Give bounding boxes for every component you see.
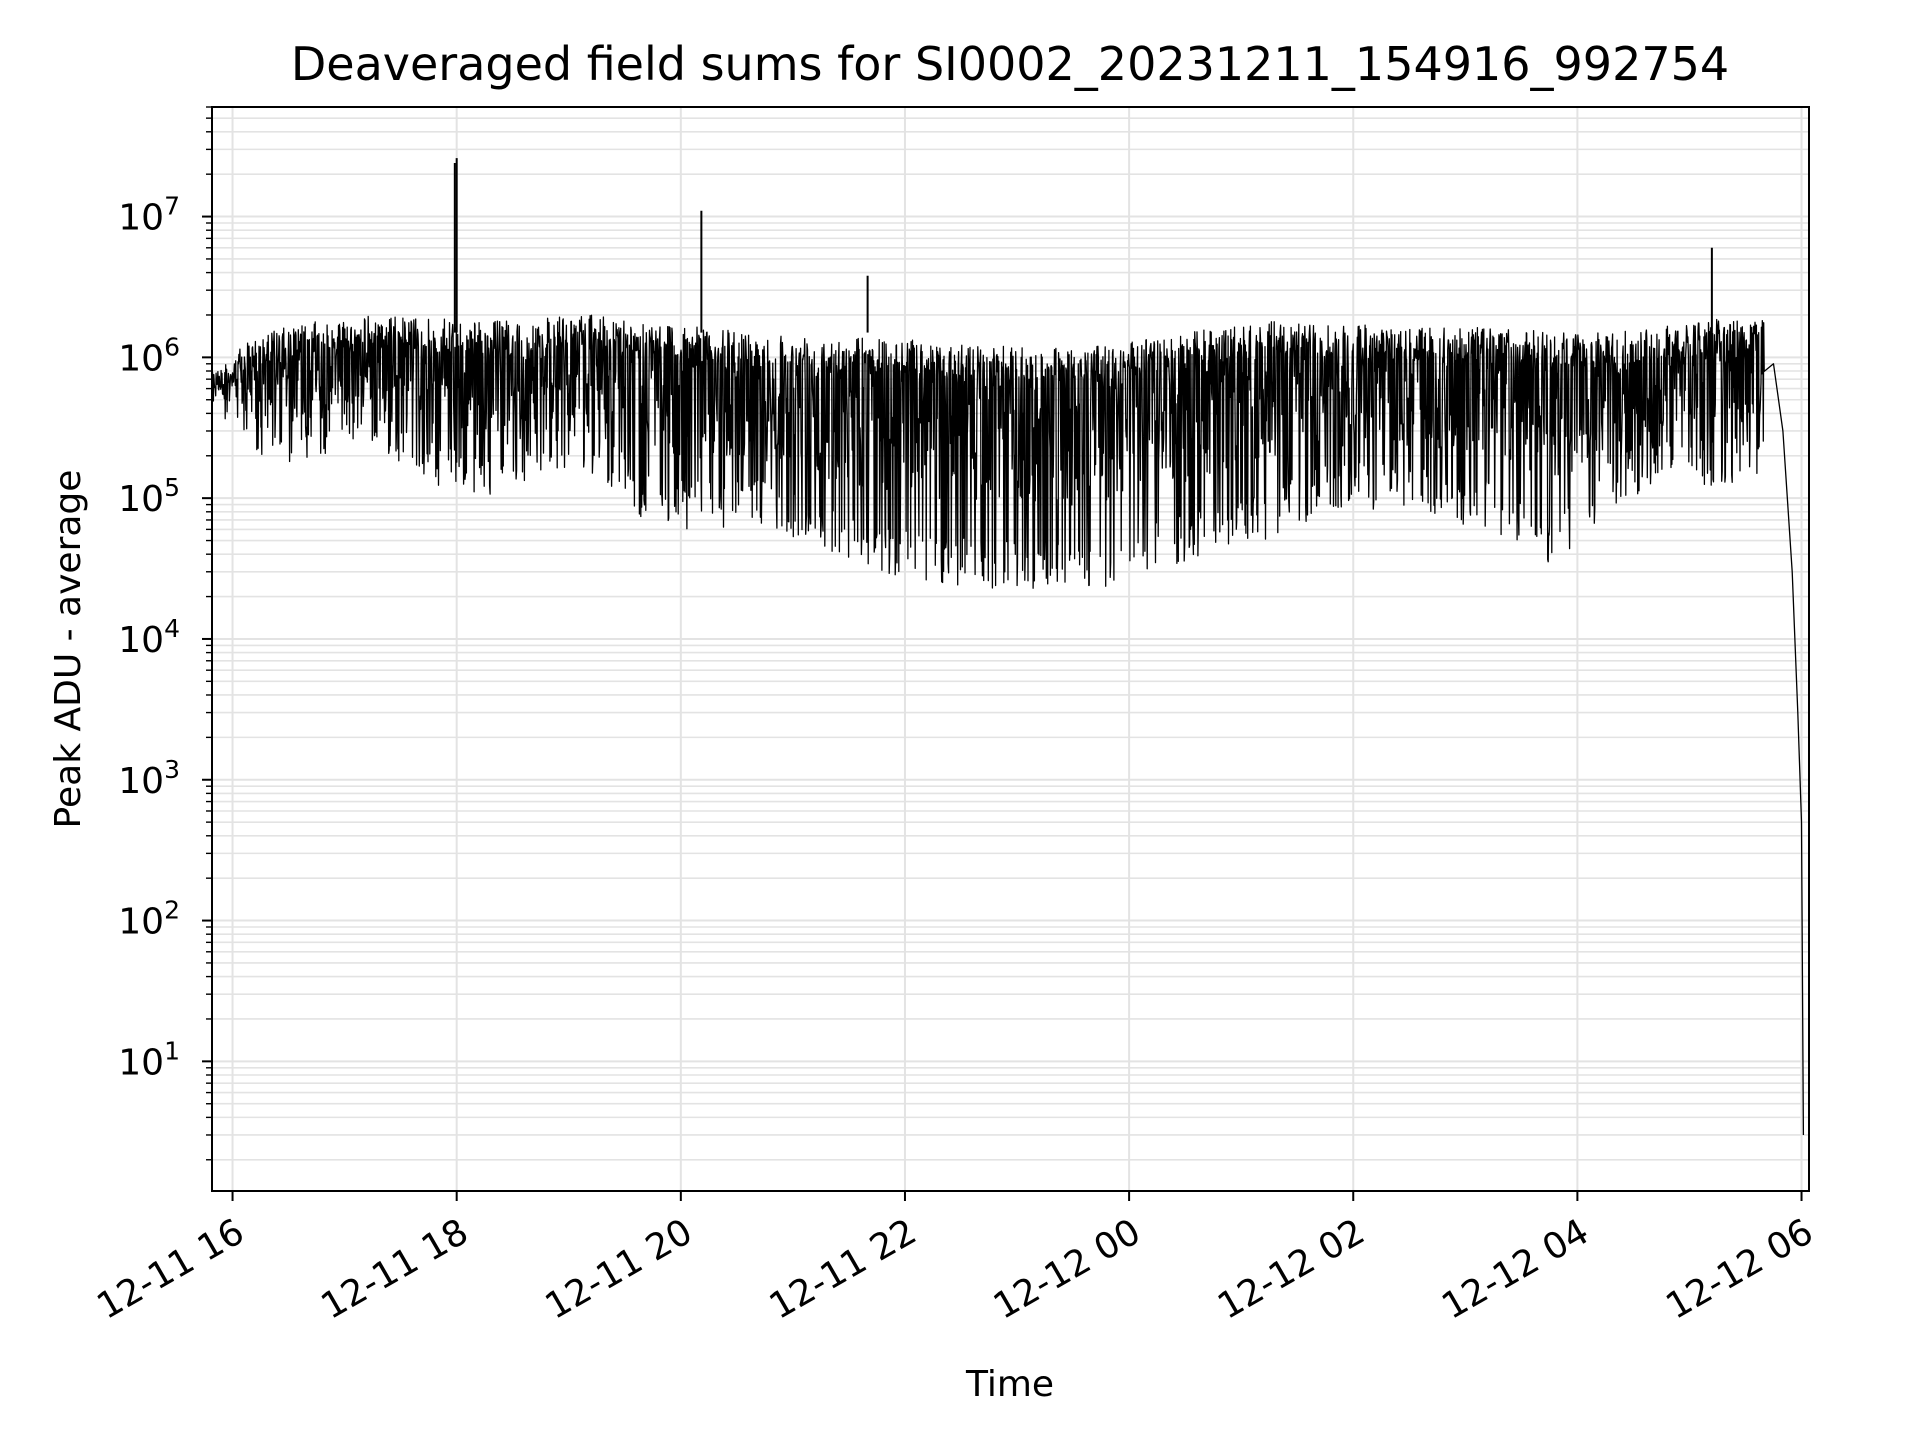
series-line [211,314,1805,1136]
y-tick-label: 104 [118,614,180,661]
y-tick-label: 105 [118,473,180,520]
y-tick-label: 101 [118,1036,180,1083]
y-tick-label: 103 [118,755,180,802]
x-axis-label: Time [965,1364,1054,1405]
y-tick-label: 107 [118,192,180,239]
plot-data [211,158,1805,1136]
chart-title: Deaveraged field sums for SI0002_2023121… [291,37,1729,91]
axes-frame [211,106,1810,1192]
grid [212,106,1809,1191]
y-axis-label: Peak ADU - average [48,470,89,829]
y-tick-label: 106 [118,332,180,379]
y-tick-label: 102 [118,896,180,943]
